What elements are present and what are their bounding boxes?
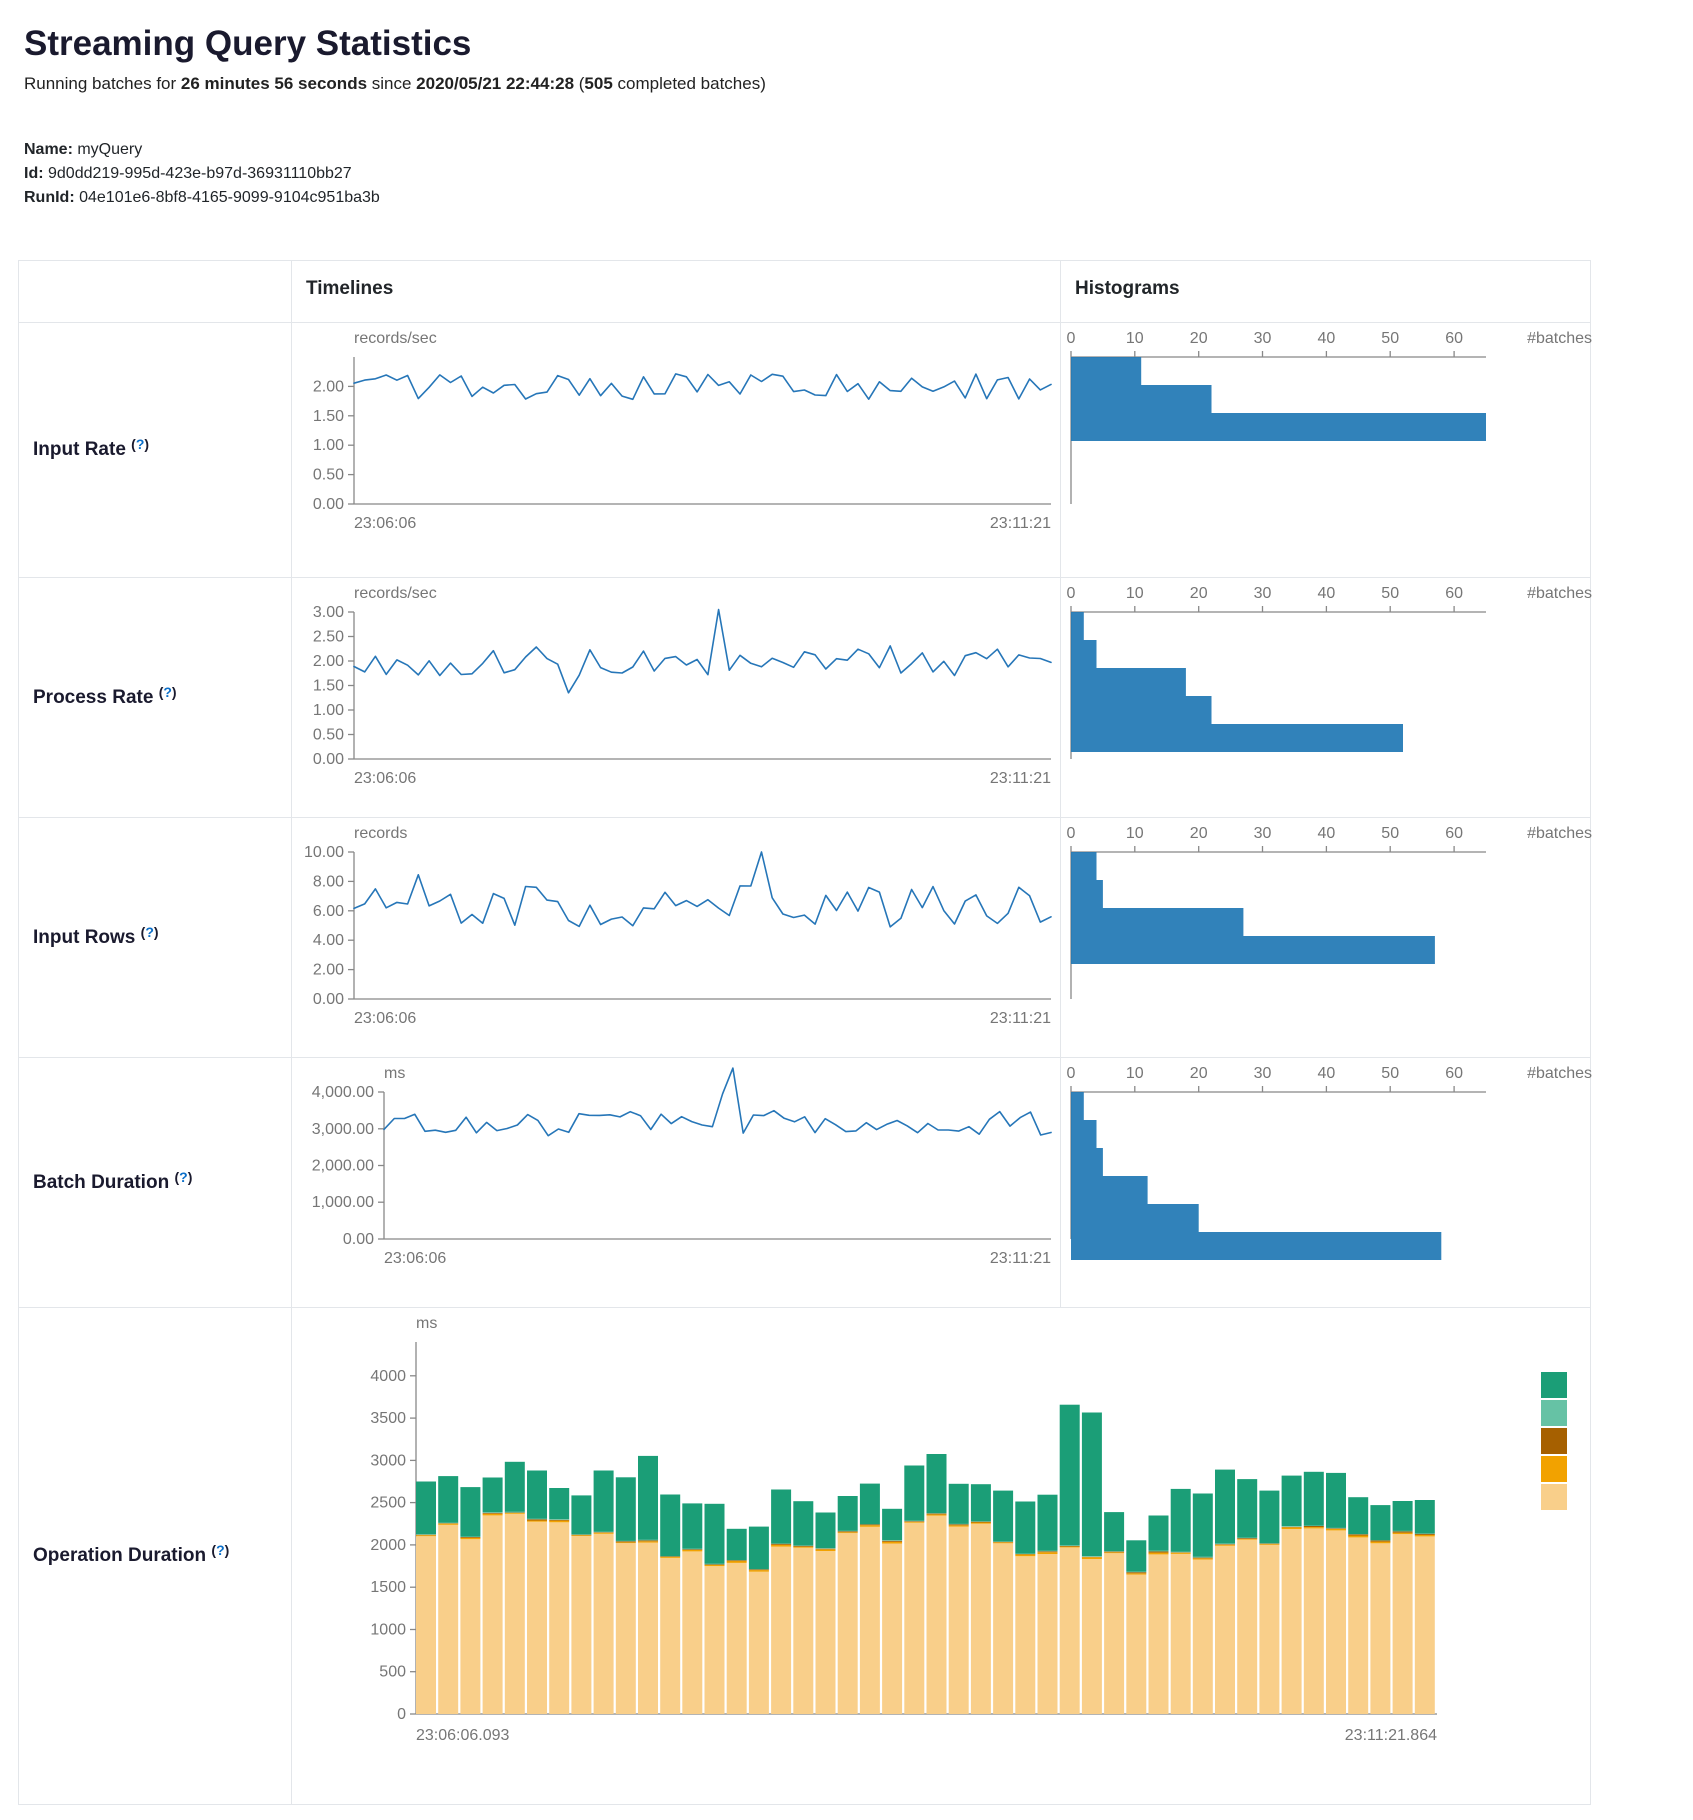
svg-text:40: 40 [1318, 825, 1336, 842]
svg-text:30: 30 [1254, 825, 1272, 842]
svg-text:10: 10 [1126, 330, 1144, 347]
svg-text:1000: 1000 [370, 1622, 406, 1639]
svg-text:0.00: 0.00 [313, 496, 344, 513]
svg-text:0.50: 0.50 [313, 727, 344, 744]
svg-text:0: 0 [1067, 330, 1076, 347]
svg-text:60: 60 [1445, 585, 1463, 602]
svg-text:20: 20 [1190, 825, 1208, 842]
svg-text:23:06:06: 23:06:06 [384, 1250, 446, 1267]
svg-text:23:06:06: 23:06:06 [354, 515, 416, 532]
svg-text:3000: 3000 [370, 1452, 406, 1469]
svg-text:0: 0 [1067, 1065, 1076, 1082]
svg-text:1.50: 1.50 [313, 678, 344, 695]
svg-text:30: 30 [1254, 330, 1272, 347]
svg-text:23:11:21.864: 23:11:21.864 [1345, 1727, 1437, 1744]
svg-text:23:06:06: 23:06:06 [354, 1010, 416, 1027]
svg-text:0.00: 0.00 [313, 991, 344, 1008]
svg-text:0.00: 0.00 [313, 751, 344, 768]
svg-text:records/sec: records/sec [354, 330, 437, 347]
svg-text:20: 20 [1190, 330, 1208, 347]
svg-text:1,000.00: 1,000.00 [312, 1194, 374, 1211]
svg-text:30: 30 [1254, 585, 1272, 602]
svg-text:60: 60 [1445, 330, 1463, 347]
svg-text:20: 20 [1190, 585, 1208, 602]
svg-text:20: 20 [1190, 1065, 1208, 1082]
svg-text:4000: 4000 [370, 1368, 406, 1385]
svg-text:3.00: 3.00 [313, 604, 344, 621]
svg-text:2.00: 2.00 [313, 653, 344, 670]
svg-text:0: 0 [1067, 825, 1076, 842]
svg-text:6.00: 6.00 [313, 903, 344, 920]
svg-text:23:11:21: 23:11:21 [990, 515, 1051, 532]
svg-text:0.50: 0.50 [313, 467, 344, 484]
svg-text:#batches: #batches [1527, 585, 1592, 602]
svg-text:4.00: 4.00 [313, 932, 344, 949]
svg-text:30: 30 [1254, 1065, 1272, 1082]
svg-text:1500: 1500 [370, 1579, 406, 1596]
svg-text:0: 0 [1067, 585, 1076, 602]
svg-text:1.00: 1.00 [313, 437, 344, 454]
svg-text:50: 50 [1381, 330, 1399, 347]
svg-text:23:06:06.093: 23:06:06.093 [416, 1727, 510, 1744]
svg-text:50: 50 [1381, 585, 1399, 602]
svg-text:3500: 3500 [370, 1410, 406, 1427]
svg-text:ms: ms [384, 1065, 405, 1082]
svg-text:records: records [354, 825, 407, 842]
svg-text:1.00: 1.00 [313, 702, 344, 719]
svg-text:#batches: #batches [1527, 330, 1592, 347]
svg-text:23:11:21: 23:11:21 [990, 1250, 1051, 1267]
svg-text:2500: 2500 [370, 1495, 406, 1512]
svg-text:60: 60 [1445, 1065, 1463, 1082]
svg-text:2.50: 2.50 [313, 629, 344, 646]
svg-text:23:11:21: 23:11:21 [990, 1010, 1051, 1027]
svg-text:1.50: 1.50 [313, 408, 344, 425]
svg-text:4,000.00: 4,000.00 [312, 1084, 374, 1101]
svg-text:23:06:06: 23:06:06 [354, 770, 416, 787]
svg-text:50: 50 [1381, 825, 1399, 842]
svg-text:records/sec: records/sec [354, 585, 437, 602]
svg-text:500: 500 [379, 1664, 406, 1681]
svg-text:2.00: 2.00 [313, 378, 344, 395]
svg-text:10: 10 [1126, 825, 1144, 842]
svg-text:ms: ms [416, 1315, 437, 1332]
svg-text:#batches: #batches [1527, 1065, 1592, 1082]
svg-text:60: 60 [1445, 825, 1463, 842]
svg-text:2.00: 2.00 [313, 962, 344, 979]
svg-text:10.00: 10.00 [304, 844, 344, 861]
svg-text:3,000.00: 3,000.00 [312, 1121, 374, 1138]
svg-text:2000: 2000 [370, 1537, 406, 1554]
svg-text:10: 10 [1126, 585, 1144, 602]
svg-text:40: 40 [1318, 1065, 1336, 1082]
svg-text:10: 10 [1126, 1065, 1144, 1082]
svg-text:2,000.00: 2,000.00 [312, 1158, 374, 1175]
svg-text:#batches: #batches [1527, 825, 1592, 842]
svg-text:50: 50 [1381, 1065, 1399, 1082]
svg-text:0.00: 0.00 [343, 1231, 374, 1248]
svg-text:40: 40 [1318, 585, 1336, 602]
svg-text:0: 0 [397, 1706, 406, 1723]
svg-text:8.00: 8.00 [313, 873, 344, 890]
svg-text:40: 40 [1318, 330, 1336, 347]
svg-text:23:11:21: 23:11:21 [990, 770, 1051, 787]
